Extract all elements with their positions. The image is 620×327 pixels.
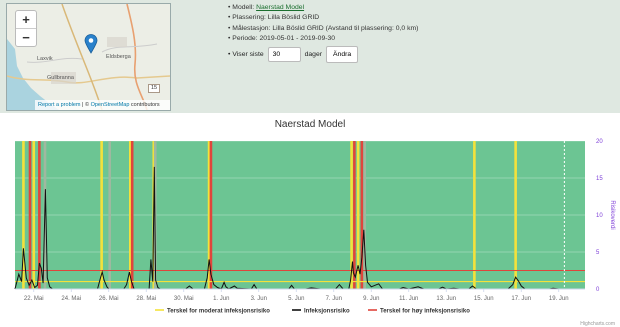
map-place-label: Gullbranna — [47, 75, 74, 81]
x-tick-label: 17. Jun — [511, 296, 531, 302]
legend-item[interactable]: Terskel for moderat infeksjonsrisiko — [155, 309, 270, 315]
x-tick-label: 1. Jun — [213, 296, 229, 302]
model-label: Modell: — [232, 4, 257, 11]
zoom-in-button[interactable]: + — [22, 12, 30, 27]
risk-marker-band — [38, 141, 41, 289]
days-input[interactable] — [267, 47, 301, 62]
zoom-controls: + − — [15, 10, 37, 47]
chart-title: Naerstad Model — [275, 119, 346, 130]
osm-link[interactable]: OpenStreetMap — [90, 102, 130, 108]
info-model: Modell: Naerstad Model — [228, 3, 418, 13]
days-unit-label: dager — [304, 51, 323, 58]
x-tick-label: 15. Jun — [474, 296, 494, 302]
map-pin-icon[interactable] — [84, 34, 98, 54]
change-button[interactable]: Ändra — [326, 46, 359, 63]
legend-label: Terskel for moderat infeksjonsrisiko — [167, 309, 270, 315]
risk-marker-band — [32, 141, 36, 289]
x-tick-label: 13. Jun — [436, 296, 456, 302]
days-label: Viser siste — [232, 51, 264, 58]
x-tick-label: 11. Jun — [399, 296, 418, 302]
attribution-separator: | © — [80, 102, 91, 108]
road-number-badge: 15 — [148, 84, 161, 93]
legend-label: Infeksjonsrisiko — [304, 309, 350, 315]
legend-label: Terskel for høy infeksjonsrisiko — [380, 309, 470, 315]
risk-marker-band — [363, 141, 366, 289]
x-tick-label: 9. Jun — [363, 296, 379, 302]
map-place-label: Eldsberga — [106, 54, 131, 60]
chart-legend: Terskel for moderat infeksjonsrisiko Infe… — [155, 309, 470, 315]
x-tick-label: 24. Mai — [61, 296, 81, 302]
risk-marker-band — [207, 141, 211, 289]
x-tick-label: 28. Mai — [136, 296, 156, 302]
legend-item[interactable]: Infeksjonsrisiko — [292, 309, 350, 315]
risk-marker-band — [129, 141, 132, 289]
x-tick-label: 3. Jun — [251, 296, 267, 302]
risk-marker-band — [350, 141, 353, 289]
risk-marker-band — [28, 141, 32, 289]
map-attribution: Report a problem | © OpenStreetMap contr… — [35, 100, 170, 110]
info-station: Målestasjon: Lilla Böslid GRID (Avstand … — [228, 24, 418, 34]
risk-marker-band — [130, 141, 134, 289]
model-info-list: Modell: Naerstad Model Plassering: Lilla… — [228, 3, 418, 44]
risk-chart: Naerstad Model 22. Mai 24. Mai 26. Mai 28. … — [14, 119, 615, 327]
chart-credits[interactable]: Highcharts.com — [580, 321, 615, 327]
report-problem-link[interactable]: Report a problem — [38, 102, 81, 108]
risk-marker-band — [353, 141, 356, 289]
location-map[interactable]: + − Laxvik Eldsberga Gullbranna 15 Repor… — [6, 3, 171, 111]
risk-marker-band — [514, 141, 517, 289]
legend-item[interactable]: Terskel for høy infeksjonsrisiko — [368, 309, 470, 315]
risk-marker-band — [108, 141, 111, 289]
days-control: • Viser siste dager Ändra — [228, 46, 359, 63]
map-place-label: Laxvik — [37, 56, 53, 62]
x-tick-label: 26. Mai — [99, 296, 119, 302]
y-axis-title: Risikoverdi — [609, 200, 615, 229]
x-tick-label: 22. Mai — [24, 296, 44, 302]
x-tick-label: 7. Jun — [326, 296, 342, 302]
y-tick-label: 10 — [596, 213, 603, 219]
map-tiles — [7, 4, 170, 110]
risk-marker-band — [356, 141, 360, 289]
x-tick-label: 5. Jun — [288, 296, 304, 302]
x-tick-label: 30. Mai — [174, 296, 194, 302]
risk-marker-band — [473, 141, 476, 289]
y-tick-label: 5 — [596, 250, 600, 256]
model-link[interactable]: Naerstad Model — [256, 4, 305, 11]
info-period: Periode: 2019-05-01 - 2019-09-30 — [228, 34, 418, 44]
attribution-suffix: contributors — [129, 102, 160, 108]
y-tick-label: 20 — [596, 139, 603, 145]
risk-marker-band — [100, 141, 103, 289]
header-panel: + − Laxvik Eldsberga Gullbranna 15 Repor… — [0, 0, 620, 113]
zoom-out-button[interactable]: − — [16, 28, 36, 46]
y-tick-label: 0 — [596, 287, 600, 293]
risk-marker-band — [22, 141, 25, 289]
risk-marker-band — [360, 141, 364, 289]
x-tick-label: 19. Jun — [549, 296, 569, 302]
info-location: Plassering: Lilla Böslid GRID — [228, 13, 418, 23]
y-tick-label: 15 — [596, 176, 603, 182]
risk-marker-band — [209, 141, 213, 289]
